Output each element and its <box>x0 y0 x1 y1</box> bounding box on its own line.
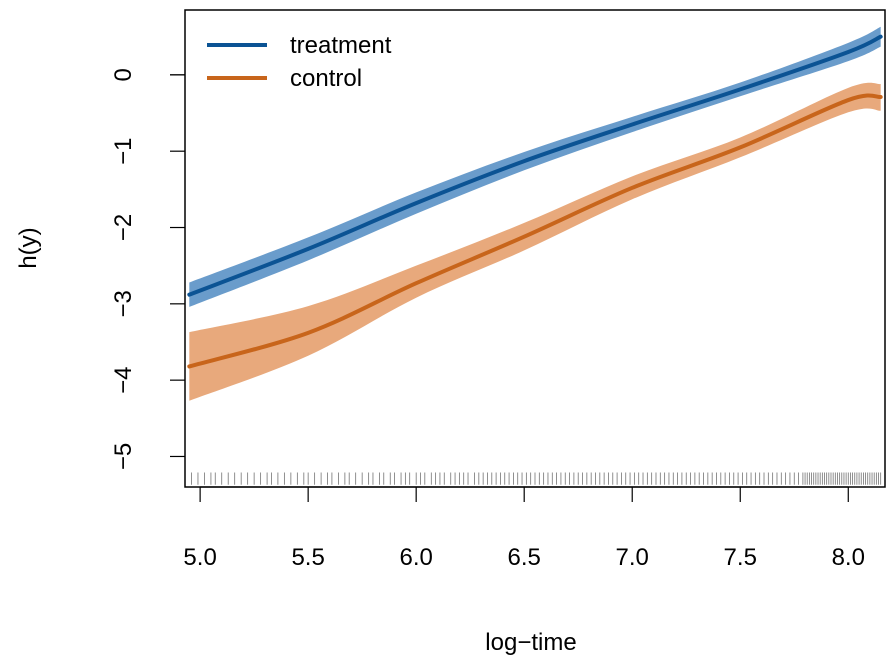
band-treatment <box>189 26 881 307</box>
line-control <box>187 93 883 369</box>
y-tick-label: −1 <box>110 138 137 165</box>
x-tick-label: 6.5 <box>508 544 541 571</box>
x-tick-label: 5.5 <box>291 544 324 571</box>
line-treatment <box>187 34 883 297</box>
x-tick-label: 8.0 <box>832 544 865 571</box>
x-tick-label: 7.0 <box>616 544 649 571</box>
y-axis: 0 −1 −2 −3 −4 −5 <box>110 68 185 470</box>
confidence-bands <box>189 26 881 401</box>
y-tick-label: 0 <box>110 68 137 81</box>
x-axis-title: log−time <box>485 629 576 656</box>
y-tick-label: −2 <box>110 214 137 241</box>
legend: treatment control <box>207 32 392 92</box>
x-tick-label: 5.0 <box>183 544 216 571</box>
y-tick-label: −4 <box>110 366 137 393</box>
y-axis-title: h(y) <box>15 227 42 268</box>
y-tick-label: −5 <box>110 443 137 470</box>
x-tick-label: 7.5 <box>724 544 757 571</box>
rug-plot <box>191 472 882 485</box>
band-control <box>189 82 881 401</box>
y-tick-label: −3 <box>110 290 137 317</box>
series-lines <box>187 34 883 369</box>
x-tick-label: 6.0 <box>399 544 432 571</box>
legend-label-control: control <box>290 65 362 92</box>
legend-label-treatment: treatment <box>290 32 392 59</box>
x-axis: 5.0 5.5 6.0 6.5 7.0 7.5 8.0 <box>183 486 865 571</box>
